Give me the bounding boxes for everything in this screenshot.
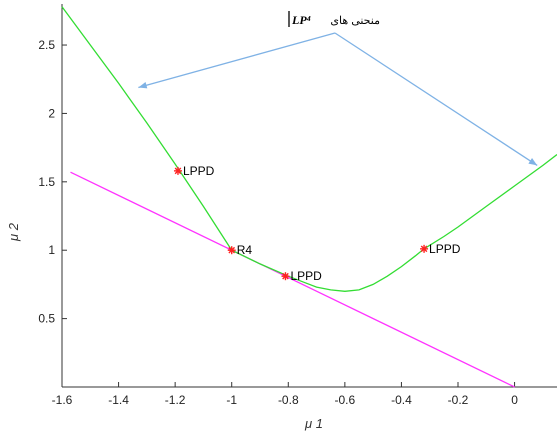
y-tick-label: 1.5 [38,175,55,189]
data-point-3 [420,244,429,253]
data-point-0 [173,166,182,175]
axes: -1.6 -1.4 -1.2 -1 -0.8 -0.6 -0.4 -0.2 0 0.5 1 1.5 2 2… [38,4,557,407]
y-axis-label: μ 2 [6,222,21,242]
point-label: LPPD [290,269,322,283]
y-tick-label: 2.5 [38,38,55,52]
annotation-arrow-1 [334,32,538,166]
annotation-arrowhead-1 [528,158,538,166]
x-tick-label: -0.2 [448,393,469,407]
series-line-1 [61,6,557,292]
series-layer [61,6,557,388]
x-tick-label: -0.8 [278,393,299,407]
y-tick-label: 1 [48,243,55,257]
x-tick-label: -0.6 [335,393,356,407]
data-point-1 [227,246,236,255]
x-tick-label: -1.6 [52,393,73,407]
annotation-arrowhead-0 [138,81,148,89]
data-point-2 [281,272,290,281]
x-tick-label: -1.2 [165,393,186,407]
point-label: LPPD [429,242,461,256]
marker-stroke [174,167,182,175]
marker-stroke [228,246,236,254]
point-label: LPPD [183,164,215,178]
x-tick-label: -0.4 [391,393,412,407]
point-label: R4 [237,243,253,257]
marker-stroke [282,272,289,280]
annotation-math: LP⁴ [291,13,311,27]
x-tick-label: -1 [226,393,237,407]
x-tick-label: -1.4 [108,393,129,407]
x-tick-label: 0 [511,393,518,407]
annotation-layer: منحنی های LP⁴ [138,11,538,166]
y-tick-label: 0.5 [38,312,55,326]
x-axis-label: μ 1 [304,416,323,431]
annotation-arrow-0 [138,32,336,89]
y-tick-label: 2 [48,106,55,120]
series-line-0 [70,171,515,388]
points-layer: LPPD R4 LPPD LPPD [173,164,461,283]
marker-stroke [420,245,428,253]
annotation-text: منحنی های [330,15,380,27]
